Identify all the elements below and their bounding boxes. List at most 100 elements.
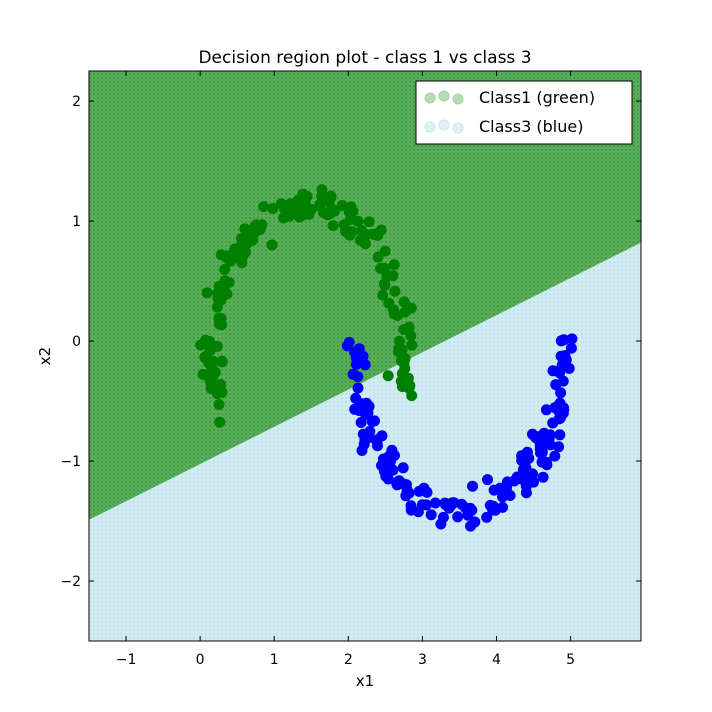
data-point <box>557 375 569 387</box>
data-point <box>388 308 400 320</box>
data-point <box>497 491 508 503</box>
data-point <box>204 336 215 347</box>
y-tick-label: −1 <box>60 454 81 470</box>
plot-area <box>89 71 641 641</box>
data-point <box>402 372 414 384</box>
data-point <box>285 198 297 210</box>
data-point <box>558 334 570 346</box>
data-point <box>219 263 231 275</box>
data-point <box>566 333 578 345</box>
data-point <box>420 499 432 511</box>
data-point <box>541 456 552 468</box>
legend-label-class1: Class1 (green) <box>479 88 595 107</box>
data-point <box>213 399 225 410</box>
data-point <box>456 498 468 510</box>
data-point <box>405 504 417 516</box>
data-point <box>305 203 317 215</box>
x-tick-label: 0 <box>196 652 205 668</box>
data-point <box>540 404 552 416</box>
x-tick-label: 2 <box>344 652 353 668</box>
data-point <box>356 225 368 237</box>
data-point <box>565 342 577 354</box>
data-point <box>385 464 397 475</box>
data-point <box>482 474 493 486</box>
data-point <box>367 228 379 240</box>
data-point <box>363 216 375 228</box>
data-point <box>278 212 289 224</box>
data-point <box>336 200 348 211</box>
data-point <box>242 233 254 245</box>
legend-label-class3: Class3 (blue) <box>479 117 583 136</box>
data-point <box>211 301 223 313</box>
y-axis-ticks: −2 −1 0 1 2 <box>60 94 641 590</box>
class1-points <box>195 184 418 428</box>
data-point <box>323 196 335 208</box>
data-point <box>405 330 417 342</box>
data-point <box>394 335 405 347</box>
class1-decision-region <box>89 71 641 520</box>
data-point <box>239 223 251 235</box>
data-point <box>397 462 409 474</box>
y-tick-label: −2 <box>60 574 81 590</box>
data-point <box>258 201 270 213</box>
data-point <box>543 433 555 445</box>
data-point <box>362 407 374 419</box>
class3-points <box>341 333 578 532</box>
data-point <box>563 362 575 374</box>
legend-marker-class1 <box>424 90 464 105</box>
data-point <box>388 259 400 271</box>
data-point <box>554 397 566 409</box>
data-point <box>343 336 355 348</box>
data-point <box>256 219 268 231</box>
legend-box <box>415 80 633 145</box>
data-point <box>534 430 546 442</box>
data-point <box>549 450 561 462</box>
plot-frame <box>88 70 642 642</box>
data-point <box>516 450 528 462</box>
data-point <box>398 357 410 369</box>
data-point <box>391 479 403 491</box>
y-axis-label: x2 <box>36 347 54 365</box>
y-tick-label: 1 <box>72 214 81 230</box>
data-point <box>406 339 418 351</box>
data-point <box>314 200 326 212</box>
data-point <box>240 246 252 258</box>
data-point <box>204 345 216 356</box>
data-point <box>372 251 384 263</box>
data-point <box>488 484 500 496</box>
data-point <box>344 229 356 241</box>
data-point <box>445 500 457 511</box>
data-point <box>359 434 371 446</box>
data-point <box>560 354 572 366</box>
data-point <box>547 417 559 429</box>
data-point <box>398 296 410 308</box>
data-point <box>354 234 366 246</box>
data-point <box>266 239 278 251</box>
data-point <box>489 504 501 516</box>
data-point <box>555 387 567 399</box>
data-point <box>534 443 546 455</box>
data-point <box>520 480 532 492</box>
data-point <box>553 441 565 453</box>
data-point <box>465 520 476 532</box>
x-tick-label: 5 <box>566 652 575 668</box>
data-point <box>406 390 418 402</box>
x-axis-label: x1 <box>356 672 374 690</box>
data-point <box>301 190 313 202</box>
data-point <box>216 356 228 368</box>
data-point <box>413 485 425 497</box>
data-point <box>467 480 478 492</box>
data-point <box>267 203 279 214</box>
data-point <box>452 511 464 523</box>
data-point <box>511 471 523 483</box>
data-point <box>352 371 364 383</box>
data-point <box>213 318 225 330</box>
x-tick-label: 4 <box>492 652 501 668</box>
data-point <box>366 416 378 428</box>
legend-marker-class3 <box>424 119 464 134</box>
data-point <box>214 416 226 428</box>
data-point <box>385 455 396 467</box>
data-point <box>387 270 399 282</box>
x-tick-label: −1 <box>116 652 137 668</box>
